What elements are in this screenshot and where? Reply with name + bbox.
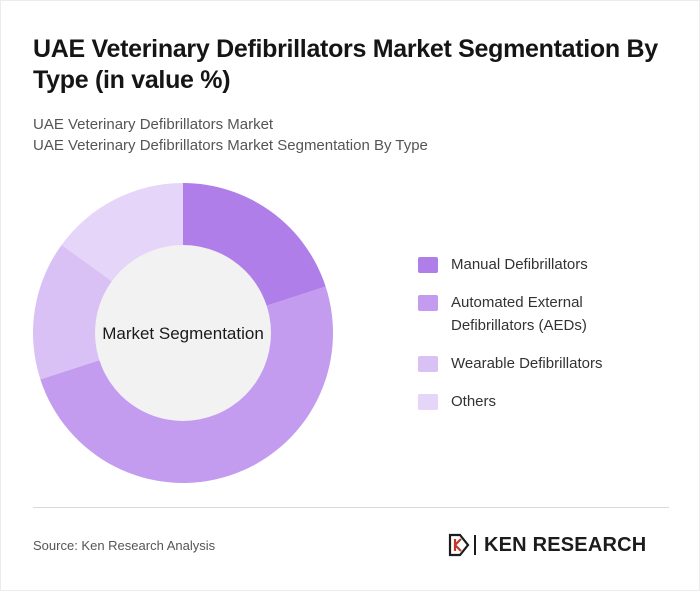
legend-label-line: Manual Defibrillators <box>451 256 588 273</box>
legend-swatch <box>418 356 438 372</box>
legend-label-line: Defibrillators (AEDs) <box>451 317 587 334</box>
legend-item: Others <box>418 390 678 413</box>
legend-item: Wearable Defibrillators <box>418 352 678 375</box>
ken-research-logo-icon <box>448 533 470 557</box>
legend-label: Manual Defibrillators <box>451 253 588 276</box>
logo-separator <box>474 535 476 555</box>
footer-divider <box>33 507 669 508</box>
source-text: Source: Ken Research Analysis <box>33 538 216 553</box>
legend-label-line: Wearable Defibrillators <box>451 355 603 372</box>
legend-swatch <box>418 295 438 311</box>
chart-subtitle: UAE Veterinary Defibrillators Market UAE… <box>33 114 673 156</box>
legend-label-line: Others <box>451 393 497 410</box>
ken-research-logo: KEN RESEARCH <box>448 531 646 559</box>
legend-label: Others <box>451 390 496 413</box>
legend-label: Automated External Defibrillators (AEDs) <box>451 291 587 337</box>
legend-swatch <box>418 394 438 410</box>
chart-title: UAE Veterinary Defibrillators Market Seg… <box>33 35 658 94</box>
logo-text: KEN RESEARCH <box>484 534 647 556</box>
legend-label-line: Automated External <box>451 294 583 311</box>
donut-center-label: Market Segmentation <box>102 324 264 343</box>
legend-swatch <box>418 257 438 273</box>
legend-label: Wearable Defibrillators <box>451 352 602 375</box>
donut-chart: Market Segmentation <box>33 183 333 483</box>
legend-item: Automated External Defibrillators (AEDs) <box>418 291 678 337</box>
legend-item: Manual Defibrillators <box>418 253 678 276</box>
subtitle-line-1: UAE Veterinary Defibrillators Market <box>33 116 274 133</box>
donut-hole <box>95 245 271 421</box>
chart-legend: Manual Defibrillators Automated External D… <box>418 253 678 428</box>
subtitle-line-2: UAE Veterinary Defibrillators Market Seg… <box>33 137 428 154</box>
